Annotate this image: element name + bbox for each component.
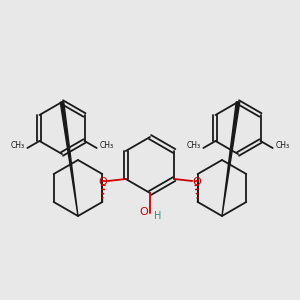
Text: O: O — [140, 207, 148, 217]
Text: CH₃: CH₃ — [10, 141, 24, 150]
Text: H: H — [154, 211, 161, 221]
Text: O: O — [98, 177, 107, 187]
Polygon shape — [222, 102, 240, 216]
Text: O: O — [193, 177, 202, 187]
Polygon shape — [60, 102, 78, 216]
Text: CH₃: CH₃ — [100, 141, 114, 150]
Text: CH₃: CH₃ — [276, 141, 290, 150]
Text: CH₃: CH₃ — [186, 141, 200, 150]
